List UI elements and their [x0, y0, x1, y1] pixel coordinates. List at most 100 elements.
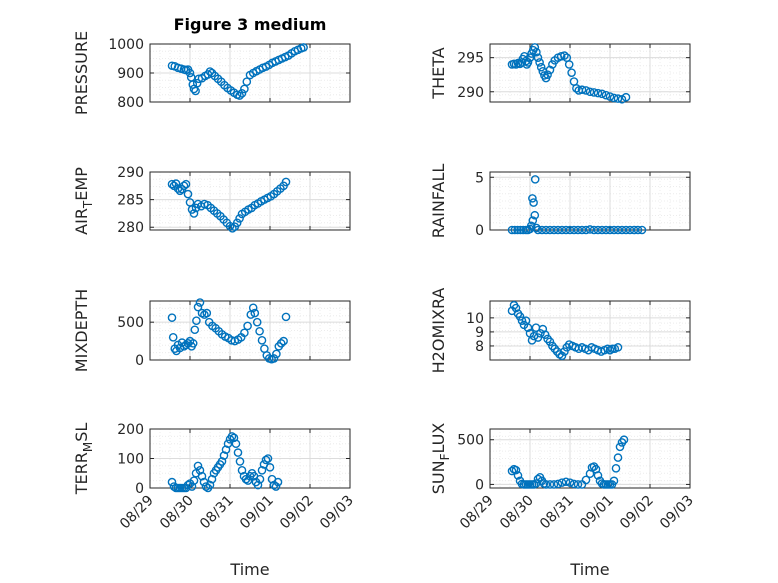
y-tick-label: 5	[475, 170, 484, 186]
data-point	[243, 476, 253, 485]
y-axis-label-part: SUN	[429, 460, 448, 494]
y-tick-label: 0	[475, 477, 484, 493]
data-point	[229, 433, 239, 443]
data-point	[613, 225, 623, 235]
data-point	[537, 225, 547, 235]
data-point	[235, 457, 245, 466]
data-point	[235, 91, 244, 100]
data-point	[197, 471, 207, 481]
y-axis-label-part: SL	[72, 423, 91, 442]
data-point	[545, 480, 555, 489]
data-point	[187, 482, 197, 491]
data-point	[276, 339, 286, 348]
y-axis-label: TERRMSL	[72, 423, 95, 496]
data-point	[637, 225, 647, 235]
data-point	[543, 70, 552, 80]
data-point	[609, 476, 619, 486]
data-point	[515, 312, 525, 321]
data-point	[281, 177, 291, 187]
data-point	[265, 463, 275, 472]
data-point	[511, 465, 521, 475]
data-point	[186, 73, 196, 82]
data-point	[613, 453, 623, 462]
data-point	[557, 351, 567, 361]
x-tick-label: 09/01	[577, 493, 617, 533]
data-point	[605, 92, 615, 101]
data-point	[545, 337, 555, 347]
data-point	[617, 225, 627, 235]
y-axis-label-part: EMP	[72, 167, 91, 201]
data-point	[533, 474, 543, 484]
data-point	[528, 216, 538, 225]
data-point	[572, 84, 581, 93]
data-point	[549, 225, 559, 235]
y-tick-label: 290	[117, 165, 144, 181]
data-point	[181, 179, 191, 189]
data-point	[611, 464, 621, 473]
data-point	[545, 225, 555, 235]
data-point	[530, 43, 540, 52]
y-axis-label: SUNFLUX	[429, 423, 452, 495]
data-point	[237, 89, 247, 98]
data-point	[188, 339, 198, 348]
data-point	[281, 312, 291, 322]
data-point	[561, 477, 571, 487]
data-point	[577, 85, 587, 95]
data-point	[530, 175, 540, 184]
x-axis-label: Time	[569, 560, 609, 579]
data-point	[557, 478, 567, 487]
data-point	[168, 333, 178, 342]
data-point	[581, 475, 591, 485]
data-point	[593, 88, 603, 98]
y-axis-label-part: AIR	[72, 208, 91, 235]
data-point	[299, 43, 308, 52]
data-point	[541, 480, 551, 489]
data-point	[507, 466, 517, 476]
data-point	[581, 225, 591, 235]
data-point	[227, 432, 237, 441]
y-tick-label: 10	[466, 311, 484, 327]
data-point	[589, 225, 599, 235]
y-tick-label: 1000	[108, 37, 144, 53]
axes-box	[149, 300, 351, 361]
data-point	[510, 225, 520, 235]
x-tick-label: 09/02	[617, 493, 657, 533]
data-point	[205, 67, 215, 76]
data-point	[560, 51, 569, 60]
data-point	[192, 78, 202, 88]
y-tick-label: 500	[457, 433, 484, 449]
data-point	[167, 179, 177, 189]
axes-box	[489, 43, 691, 103]
data-point	[593, 225, 603, 235]
data-point	[191, 86, 200, 96]
axes-box	[489, 300, 691, 361]
data-point	[525, 53, 535, 62]
data-point	[255, 326, 264, 336]
x-tick-label: 08/30	[497, 493, 537, 533]
data-point	[557, 225, 567, 235]
x-tick-label: 08/29	[117, 493, 157, 533]
data-point	[240, 84, 249, 94]
y-axis-label-subscript: F	[438, 453, 452, 460]
data-point	[529, 198, 538, 207]
data-point	[536, 329, 545, 338]
data-point	[532, 223, 541, 233]
data-point	[569, 77, 579, 86]
data-point	[549, 480, 559, 489]
data-point	[263, 454, 273, 463]
data-point	[269, 354, 279, 363]
data-point	[581, 86, 591, 95]
data-point	[253, 480, 263, 490]
data-point	[507, 225, 517, 235]
y-tick-label: 100	[117, 452, 144, 468]
data-point	[190, 325, 200, 335]
data-point	[235, 214, 244, 223]
data-point	[167, 313, 177, 322]
subplot-rainfall: 0 5 RAINFALL	[429, 164, 691, 239]
x-tick-label: 09/03	[317, 493, 357, 533]
data-point	[167, 477, 177, 487]
data-point	[272, 349, 281, 359]
